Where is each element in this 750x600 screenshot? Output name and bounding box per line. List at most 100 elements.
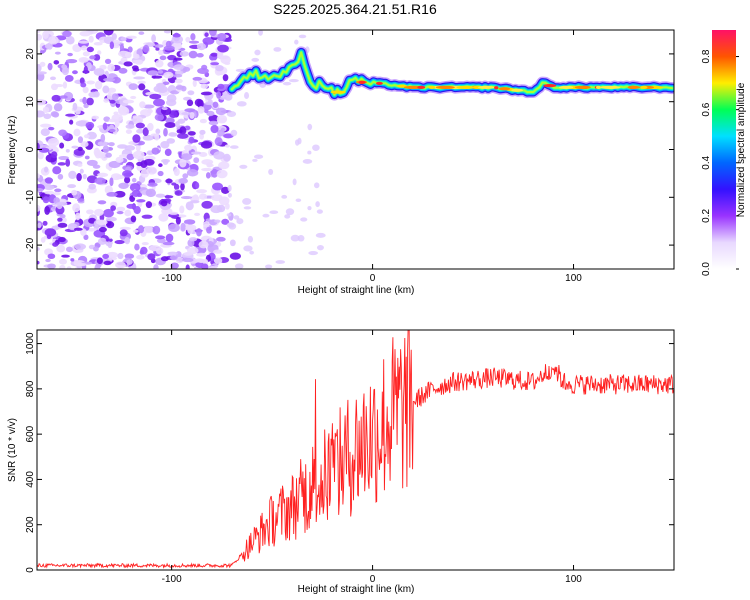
noise-blob: [102, 122, 108, 131]
noise-blob: [72, 203, 81, 213]
noise-blob: [102, 253, 110, 259]
noise-blob: [42, 220, 48, 226]
noise-blob: [130, 95, 137, 100]
noise-blob: [132, 134, 141, 143]
noise-blob: [200, 91, 213, 96]
noise-blob: [230, 145, 239, 149]
noise-blob: [129, 182, 141, 192]
noise-blob: [131, 177, 137, 183]
noise-blob: [192, 79, 197, 87]
noise-blob: [42, 30, 49, 39]
noise-blob: [108, 142, 115, 147]
noise-blob: [155, 235, 166, 240]
noise-blob: [39, 61, 46, 67]
noise-blob: [181, 111, 191, 116]
noise-blob: [82, 173, 87, 180]
noise-blob: [52, 166, 62, 175]
noise-blob: [155, 47, 160, 51]
noise-blob: [168, 211, 179, 215]
noise-blob: [118, 67, 128, 74]
noise-blob: [107, 256, 118, 261]
noise-blob: [139, 249, 145, 255]
noise-blob: [76, 173, 82, 182]
noise-blob: [189, 112, 195, 119]
noise-blob: [65, 113, 76, 117]
noise-blob: [185, 224, 197, 231]
noise-blob: [109, 41, 115, 50]
noise-blob: [59, 214, 66, 219]
noise-blob: [164, 148, 172, 157]
noise-blob: [173, 57, 183, 61]
noise-blob: [233, 215, 240, 220]
noise-blob: [77, 262, 87, 267]
noise-blob: [158, 69, 164, 74]
noise-blob: [119, 226, 131, 231]
noise-blob: [54, 51, 61, 55]
noise-blob: [190, 33, 196, 41]
noise-blob: [168, 132, 178, 137]
noise-blob: [79, 30, 92, 37]
noise-blob: [307, 123, 313, 131]
noise-blob: [163, 127, 168, 137]
noise-blob: [197, 67, 209, 75]
noise-blob: [97, 237, 107, 245]
noise-blob: [124, 176, 131, 184]
noise-blob: [307, 150, 312, 155]
noise-blob: [130, 215, 137, 223]
noise-blob: [156, 238, 166, 244]
noise-blob: [155, 59, 164, 68]
noise-blob: [126, 259, 133, 265]
noise-blob: [72, 70, 78, 75]
noise-blob: [134, 59, 144, 65]
noise-blob: [247, 235, 254, 243]
noise-blob: [147, 182, 158, 187]
noise-blob: [83, 65, 88, 75]
noise-blob: [194, 212, 201, 217]
noise-blob: [198, 240, 209, 249]
noise-blob: [298, 34, 307, 39]
noise-blob: [116, 206, 126, 212]
noise-blob: [58, 155, 69, 161]
noise-blob: [107, 87, 117, 93]
noise-blob: [100, 134, 106, 143]
noise-blob: [94, 177, 106, 185]
noise-blob: [153, 98, 165, 107]
ridge-hotspot: [627, 85, 640, 89]
noise-blob: [133, 76, 146, 80]
noise-blob: [188, 40, 200, 44]
noise-blob: [224, 93, 233, 101]
noise-blob: [173, 168, 180, 177]
noise-blob: [86, 131, 97, 140]
noise-blob: [181, 153, 193, 161]
noise-blob: [147, 253, 156, 261]
snr-xtick-label: -100: [162, 574, 182, 585]
noise-blob: [65, 148, 70, 153]
noise-blob: [230, 129, 238, 137]
noise-blob: [68, 170, 77, 180]
noise-blob: [37, 33, 43, 41]
ridge-hotspot: [456, 85, 475, 89]
noise-blob: [184, 144, 193, 151]
noise-blob: [316, 245, 324, 251]
noise-blob: [222, 74, 229, 82]
colorbar-tick-label: 0.2: [701, 209, 712, 223]
noise-blob: [142, 104, 155, 109]
noise-blob: [217, 44, 229, 53]
noise-blob: [38, 147, 50, 153]
colorbar-tick-label: 0.6: [701, 102, 712, 116]
noise-blob: [201, 167, 213, 172]
noise-blob: [124, 209, 132, 217]
noise-blob: [179, 158, 187, 168]
noise-blob: [173, 183, 180, 191]
noise-blob: [82, 86, 89, 94]
snr-xlabel: Height of straight line (km): [298, 584, 415, 595]
noise-blob: [82, 96, 87, 105]
noise-blob: [37, 142, 40, 151]
noise-blob: [182, 257, 194, 263]
noise-blob: [93, 54, 101, 61]
noise-blob: [39, 49, 45, 55]
noise-blob: [86, 80, 96, 85]
noise-blob: [69, 119, 74, 125]
noise-blob: [184, 108, 196, 113]
noise-blob: [179, 205, 185, 214]
